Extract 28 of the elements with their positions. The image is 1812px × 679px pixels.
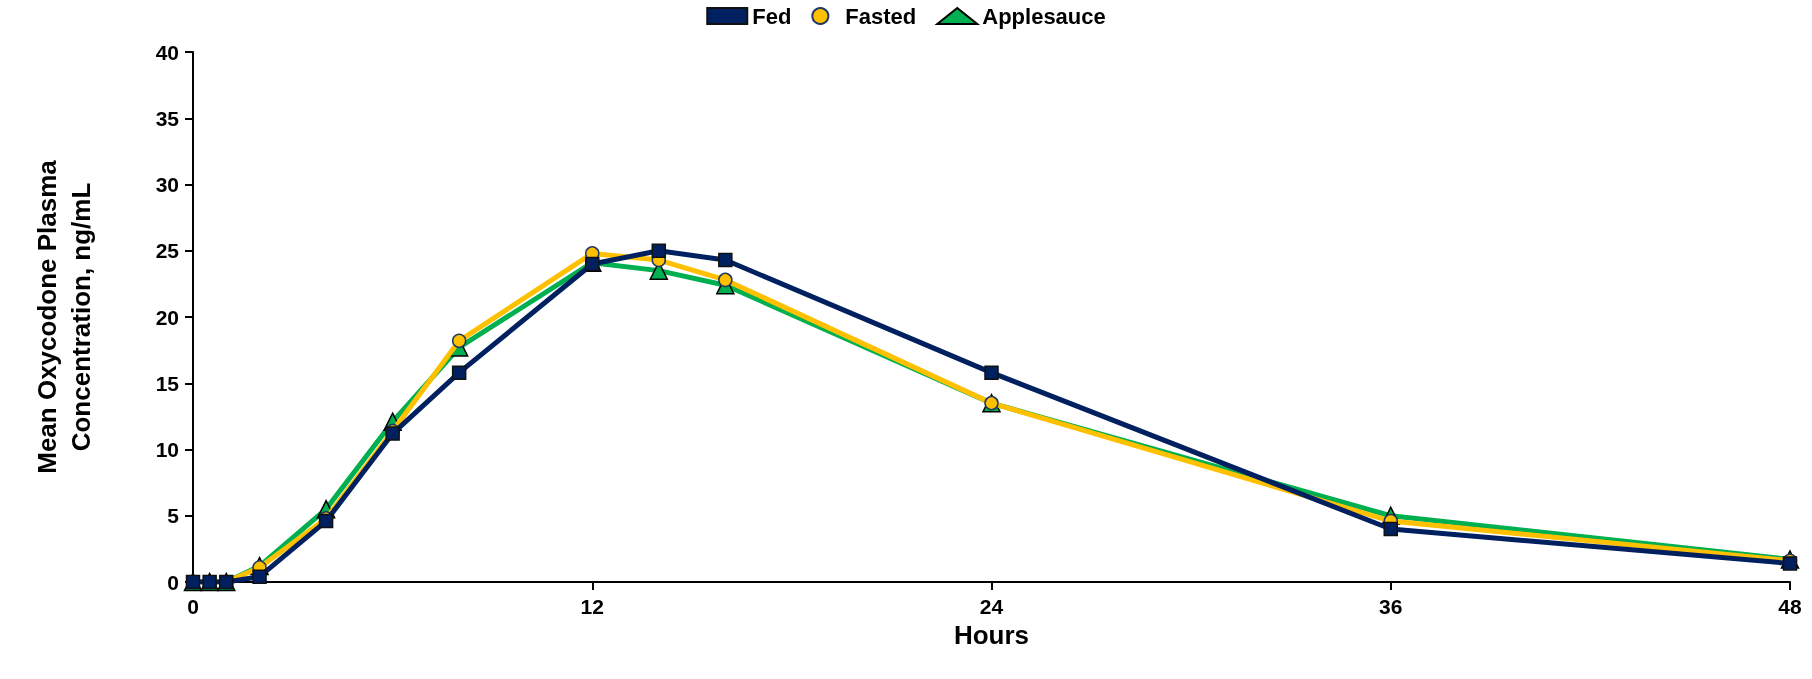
y-axis-title: Mean Oxycodone Plasma Concentration, ng/mL — [32, 159, 96, 474]
y-tick-label: 35 — [155, 106, 180, 130]
point — [451, 333, 467, 349]
legend-label: Fed — [752, 3, 792, 29]
x-axis-title: Hours — [953, 620, 1030, 650]
y-tick-label: 20 — [155, 305, 179, 329]
legend-label: Applesauce — [982, 3, 1106, 29]
x-tick-label: 48 — [1778, 595, 1802, 618]
x-tick-label: 12 — [580, 595, 604, 618]
x-tick-label: 24 — [979, 595, 1004, 618]
y-tick-label: 25 — [155, 239, 180, 263]
y-tick-label: 30 — [155, 173, 179, 196]
y-tick-label: 40 — [155, 40, 179, 64]
legend-label: Fasted — [845, 3, 917, 29]
point — [252, 569, 267, 584]
point — [651, 243, 667, 258]
x-tick-label: 0 — [187, 595, 199, 618]
y-tick-label: 0 — [167, 570, 179, 594]
x-tick-label: 36 — [1379, 595, 1403, 618]
y-tick-label: 5 — [167, 504, 180, 528]
point — [585, 256, 600, 272]
point — [718, 252, 733, 268]
y-tick-label: 10 — [155, 438, 179, 461]
point — [1383, 521, 1398, 537]
y-tick-label: 15 — [155, 371, 180, 395]
point — [984, 365, 999, 380]
point — [718, 272, 733, 288]
point — [451, 365, 467, 380]
